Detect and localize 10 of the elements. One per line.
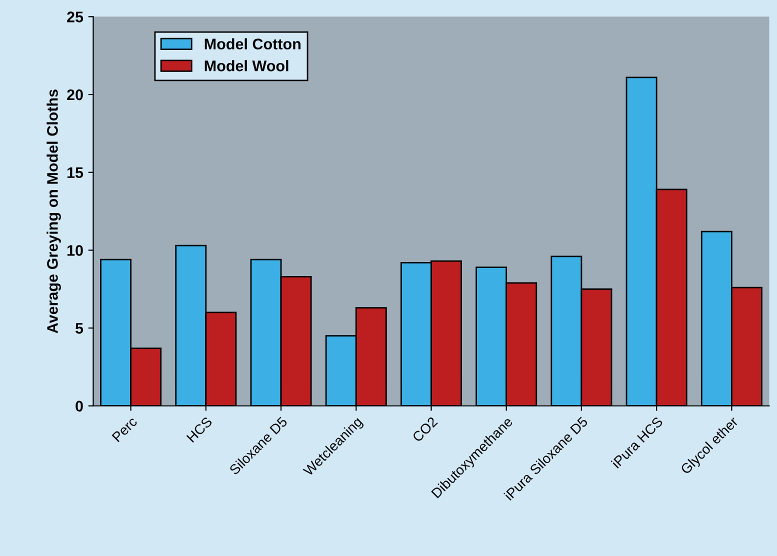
- legend-label: Model Cotton: [204, 38, 300, 50]
- legend-label: Model Wool: [204, 60, 288, 72]
- y-tick-label: 5: [75, 323, 84, 334]
- y-axis-title: Average Greying on Model Cloths: [46, 90, 61, 334]
- y-tick-label: 25: [67, 12, 84, 22]
- y-tick-label: 0: [76, 400, 83, 412]
- y-tick-label: 20: [67, 89, 83, 100]
- x-tick-label: Perc: [112, 416, 138, 442]
- y-tick-label: 15: [67, 167, 84, 178]
- y-tick-label: 10: [67, 245, 83, 256]
